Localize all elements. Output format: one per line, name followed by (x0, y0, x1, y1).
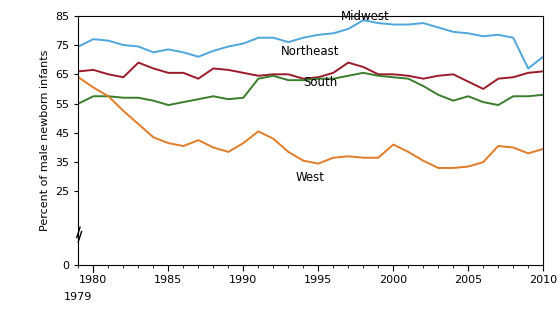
Y-axis label: Percent of male newborn infants: Percent of male newborn infants (40, 49, 50, 231)
Text: South: South (304, 76, 338, 89)
Text: West: West (296, 171, 325, 184)
Text: 1979: 1979 (64, 292, 92, 302)
Text: Midwest: Midwest (341, 10, 390, 23)
Text: Northeast: Northeast (281, 45, 339, 58)
